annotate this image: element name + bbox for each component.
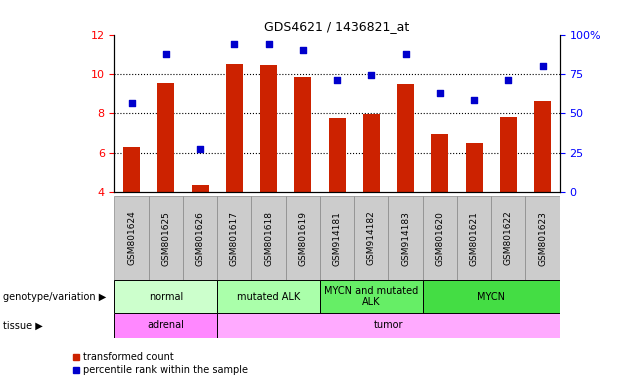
Point [537,63,548,69]
Bar [534,101,551,192]
Text: GSM914183: GSM914183 [401,211,410,265]
Point [435,89,445,96]
Bar [491,196,525,280]
Text: GSM914182: GSM914182 [367,211,376,265]
Bar [320,280,423,313]
Bar [500,117,517,192]
Bar [397,84,414,192]
Bar [286,196,320,280]
Bar [431,134,448,192]
Text: GSM801618: GSM801618 [264,210,273,266]
Bar [218,313,560,338]
Bar [466,143,483,192]
Bar [423,280,560,313]
Bar [114,196,149,280]
Bar [114,280,218,313]
Point [332,77,342,83]
Bar [320,196,354,280]
Text: normal: normal [149,291,183,302]
Bar [157,83,174,192]
Text: MYCN: MYCN [477,291,505,302]
Text: GSM801626: GSM801626 [196,211,205,265]
Point [298,47,308,53]
Point [229,41,239,48]
Point [366,72,377,78]
Text: GSM801623: GSM801623 [538,211,547,265]
Bar [329,118,345,192]
Point [503,77,513,83]
Bar [226,64,243,192]
Text: tumor: tumor [374,320,403,331]
Point [263,41,273,48]
Text: GSM801617: GSM801617 [230,210,239,266]
Point [161,51,171,57]
Text: tissue ▶: tissue ▶ [3,320,43,331]
Bar [260,65,277,192]
Bar [423,196,457,280]
Bar [294,77,312,192]
Bar [218,196,251,280]
Text: GSM801621: GSM801621 [469,211,478,265]
Bar [354,196,389,280]
Text: GSM914181: GSM914181 [333,211,342,265]
Text: genotype/variation ▶: genotype/variation ▶ [3,291,106,302]
Text: GSM801625: GSM801625 [162,211,170,265]
Bar [389,196,423,280]
Legend: transformed count, percentile rank within the sample: transformed count, percentile rank withi… [69,348,252,379]
Bar [457,196,491,280]
Point [469,98,479,104]
Title: GDS4621 / 1436821_at: GDS4621 / 1436821_at [265,20,410,33]
Bar [114,313,218,338]
Text: GSM801620: GSM801620 [435,211,445,265]
Point [127,100,137,106]
Bar [363,114,380,192]
Point [401,51,411,57]
Bar [191,185,209,192]
Text: MYCN and mutated
ALK: MYCN and mutated ALK [324,286,418,308]
Point [195,146,205,152]
Bar [149,196,183,280]
Text: GSM801622: GSM801622 [504,211,513,265]
Text: mutated ALK: mutated ALK [237,291,300,302]
Text: GSM801624: GSM801624 [127,211,136,265]
Text: GSM801619: GSM801619 [298,210,307,266]
Bar [183,196,218,280]
Bar [123,147,140,192]
Bar [251,196,286,280]
Bar [525,196,560,280]
Text: adrenal: adrenal [148,320,184,331]
Bar [218,280,320,313]
